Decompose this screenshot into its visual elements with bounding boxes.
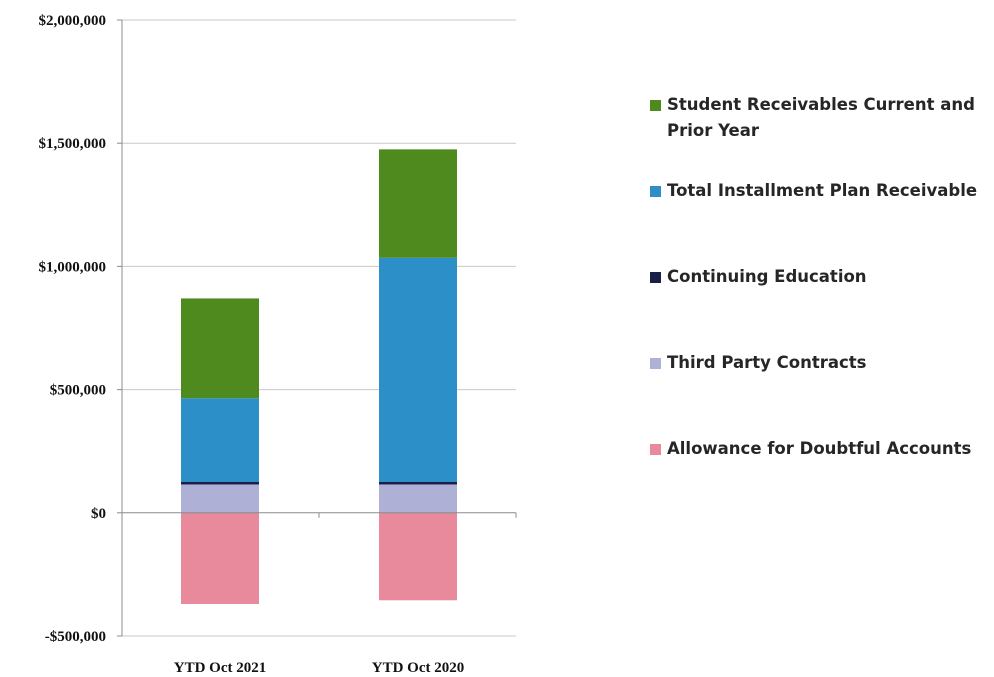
bar-segment: [379, 257, 457, 482]
legend-swatch: [650, 272, 661, 283]
legend-item: Third Party Contracts: [650, 350, 987, 376]
legend-swatch: [650, 444, 661, 455]
legend-item: Total Installment Plan Receivable: [650, 178, 987, 204]
legend-label: Third Party Contracts: [667, 353, 867, 372]
bar-segment: [379, 512, 457, 601]
bar-segment: [181, 512, 259, 604]
legend-label: Student Receivables Current and Prior Ye…: [667, 95, 975, 140]
x-category-label: YTD Oct 2021: [174, 660, 267, 676]
bar-segment: [379, 482, 457, 485]
y-tick-label: $0: [91, 506, 106, 522]
legend-swatch: [650, 100, 661, 111]
y-tick-label: -$500,000: [45, 629, 106, 645]
x-category-label: YTD Oct 2020: [372, 660, 465, 676]
axes: [117, 19, 517, 637]
bar-segment: [379, 149, 457, 258]
legend-item: Student Receivables Current and Prior Ye…: [650, 92, 987, 144]
y-tick-label: $1,500,000: [39, 136, 107, 152]
bar-segment: [181, 482, 259, 485]
bar-segment: [379, 484, 457, 513]
legend-label: Allowance for Doubtful Accounts: [667, 439, 972, 458]
bar-segment: [181, 398, 259, 482]
x-category-labels: YTD Oct 2021 YTD Oct 2020: [174, 660, 465, 676]
legend-swatch: [650, 186, 661, 197]
legend-label: Continuing Education: [667, 267, 867, 286]
bar-segment: [181, 484, 259, 513]
bar-segment: [181, 298, 259, 399]
y-tick-label: $1,000,000: [39, 259, 107, 275]
y-tick-label: $2,000,000: [39, 13, 107, 29]
y-tick-labels: $2,000,000 $1,500,000 $1,000,000 $500,000 $0…: [39, 13, 107, 645]
legend-label: Total Installment Plan Receivable: [667, 181, 978, 200]
legend-item: Allowance for Doubtful Accounts: [650, 436, 987, 462]
y-tick-label: $500,000: [50, 383, 106, 399]
legend-swatch: [650, 358, 661, 369]
bars: [181, 149, 457, 604]
legend-item: Continuing Education: [650, 264, 987, 290]
